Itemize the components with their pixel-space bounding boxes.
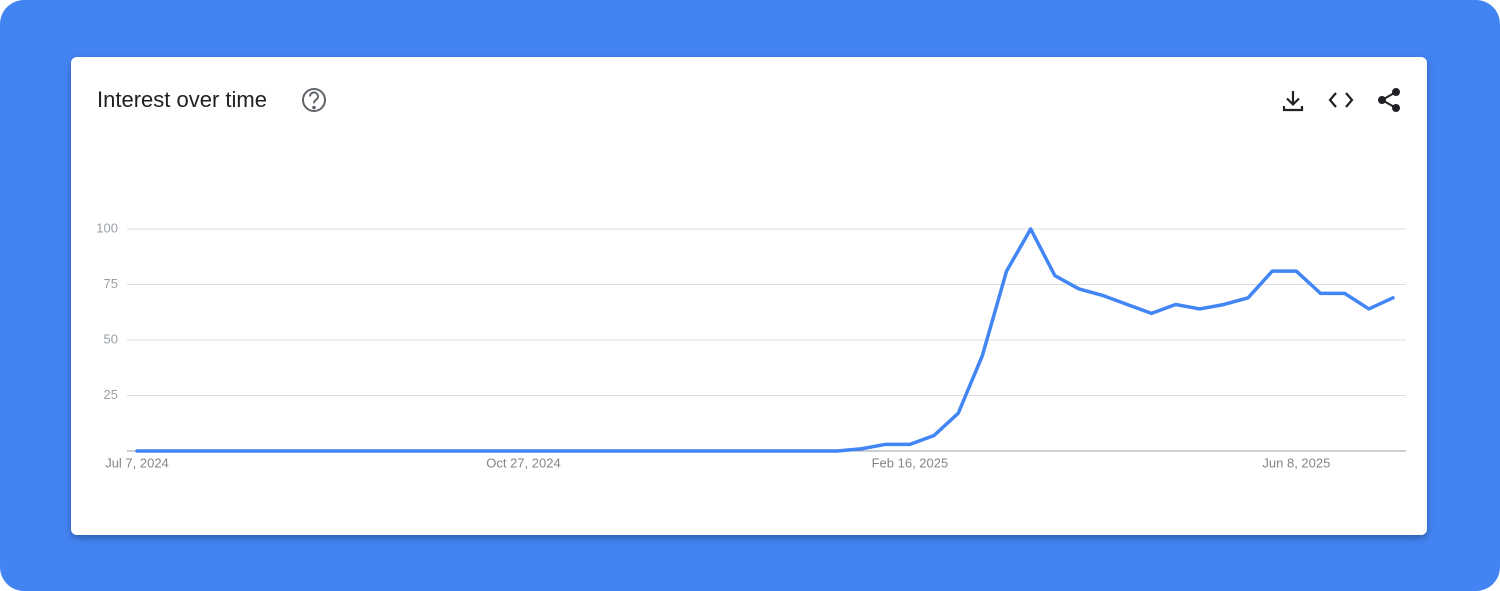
- x-tick-label: Feb 16, 2025: [872, 455, 949, 470]
- embed-icon[interactable]: [1328, 92, 1354, 108]
- download-icon[interactable]: [1282, 91, 1304, 112]
- x-tick-label: Oct 27, 2024: [486, 455, 560, 470]
- card: [71, 57, 1427, 535]
- y-tick-label: 25: [104, 387, 118, 402]
- x-tick-label: Jun 8, 2025: [1262, 455, 1330, 470]
- x-tick-label: Jul 7, 2024: [105, 455, 169, 470]
- help-icon[interactable]: [302, 88, 326, 112]
- plot: 25 50 75 100 Jul 7, 2024 Oct 27, 2024 Feb 16, …: [96, 220, 1406, 470]
- y-tick-label: 100: [96, 220, 118, 235]
- y-tick-label: 50: [104, 331, 118, 346]
- chart-title: Interest over time: [97, 87, 267, 112]
- y-tick-label: 75: [104, 276, 118, 291]
- share-icon[interactable]: [1378, 88, 1400, 112]
- line-series: [135, 227, 1395, 453]
